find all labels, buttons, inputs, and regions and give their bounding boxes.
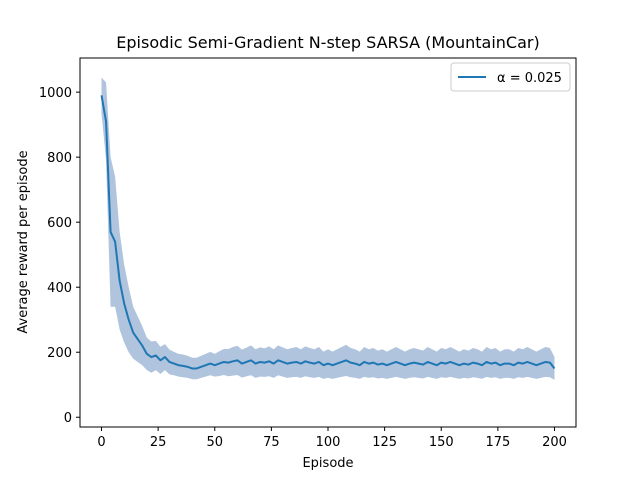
legend-box	[450, 62, 571, 92]
plot-frame	[79, 57, 577, 428]
y-tick-label: 200	[47, 346, 72, 361]
chart-title: Episodic Semi-Gradient N-step SARSA (Mou…	[116, 33, 539, 52]
series-std-band	[101, 77, 555, 380]
y-tick-label: 0	[64, 411, 72, 426]
y-axis: 0 200 400 600 800 1000	[39, 86, 80, 426]
y-tick-label: 1000	[39, 86, 72, 101]
x-axis: 0 25 50 75 100 125 150 175 200	[97, 427, 567, 450]
x-tick-label: 50	[206, 435, 223, 450]
x-tick-label: 100	[316, 435, 341, 450]
legend-label: α = 0.025	[497, 71, 562, 86]
x-tick-label: 0	[97, 435, 105, 450]
x-tick-label: 75	[263, 435, 280, 450]
x-axis-label: Episode	[302, 456, 353, 471]
x-tick-label: 150	[429, 435, 454, 450]
x-tick-label: 175	[485, 435, 510, 450]
std-band-layer	[101, 77, 555, 380]
series-line	[100, 95, 556, 370]
y-tick-label: 800	[47, 151, 72, 166]
x-tick-label: 25	[150, 435, 167, 450]
legend: α = 0.025	[450, 62, 571, 92]
x-tick-label: 200	[542, 435, 567, 450]
y-axis-label: Average reward per episode	[16, 150, 31, 333]
x-tick-label: 125	[372, 435, 397, 450]
series-line-layer	[100, 95, 556, 370]
y-tick-label: 600	[47, 216, 72, 231]
y-tick-label: 400	[47, 281, 72, 296]
